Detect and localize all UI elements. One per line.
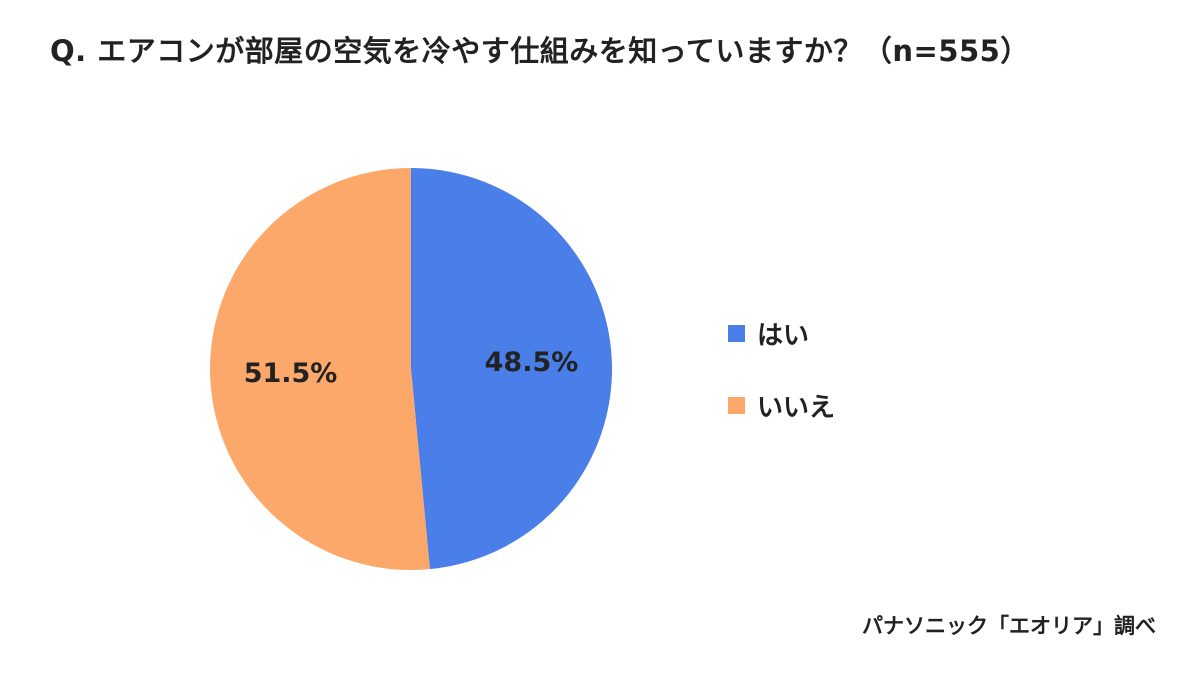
legend-label-no: いいえ — [757, 392, 836, 423]
pie-slice-1 — [210, 168, 430, 570]
source-note: パナソニック「エオリア」調べ — [862, 614, 1156, 638]
pie-slices — [210, 168, 613, 570]
pie-slice-label-1: 51.5% — [244, 358, 338, 389]
legend-item-yes: はい — [728, 313, 835, 353]
pie-slice-label-0: 48.5% — [485, 347, 579, 378]
legend-swatch-no — [728, 396, 745, 414]
pie-slice-0 — [411, 168, 613, 570]
chart-title: Q. エアコンが部屋の空気を冷やす仕組みを知っていますか？（n=555） — [50, 34, 1030, 68]
legend: はい いいえ — [728, 313, 835, 457]
legend-label-yes: はい — [757, 320, 810, 351]
pie-labels: 48.5% 51.5% — [244, 347, 579, 389]
legend-swatch-yes — [728, 324, 745, 342]
legend-item-no: いいえ — [728, 385, 835, 425]
